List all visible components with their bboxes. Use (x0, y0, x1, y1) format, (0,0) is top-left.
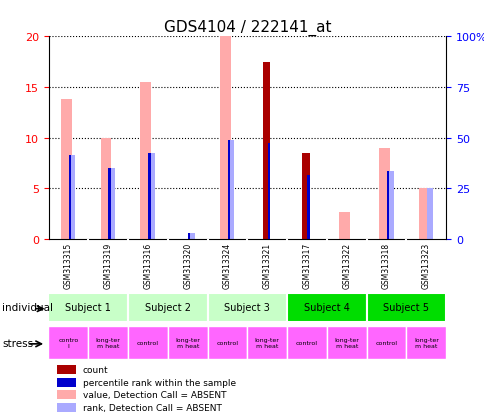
FancyBboxPatch shape (287, 293, 366, 323)
Text: value, Detection Call = ABSENT: value, Detection Call = ABSENT (82, 390, 226, 399)
Text: count: count (82, 366, 108, 374)
Bar (101, 138, 111, 240)
Bar (149, 154, 154, 240)
FancyBboxPatch shape (287, 326, 326, 359)
Bar (267, 143, 269, 240)
Title: GDS4104 / 222141_at: GDS4104 / 222141_at (163, 20, 331, 36)
Bar (140, 83, 151, 240)
Text: GSM313319: GSM313319 (104, 242, 112, 288)
Text: long-ter
m heat: long-ter m heat (175, 337, 200, 348)
Text: long-ter
m heat: long-ter m heat (333, 337, 359, 348)
Bar (220, 37, 230, 240)
Text: GSM313323: GSM313323 (421, 242, 430, 288)
FancyBboxPatch shape (128, 293, 207, 323)
Bar (57, 403, 76, 411)
Text: GSM313315: GSM313315 (64, 242, 73, 288)
FancyBboxPatch shape (326, 326, 366, 359)
Bar (302, 154, 310, 240)
Bar (109, 169, 115, 240)
FancyBboxPatch shape (207, 326, 247, 359)
Bar (386, 172, 388, 240)
Text: GSM313320: GSM313320 (183, 242, 192, 288)
Text: long-ter
m heat: long-ter m heat (413, 337, 438, 348)
Text: Subject 3: Subject 3 (224, 303, 270, 313)
Text: GSM313318: GSM313318 (381, 242, 390, 288)
Text: control: control (375, 340, 397, 345)
Text: Subject 5: Subject 5 (383, 303, 428, 313)
Bar (188, 233, 190, 240)
Text: individual: individual (2, 303, 53, 313)
Bar (61, 100, 72, 240)
FancyBboxPatch shape (88, 326, 128, 359)
Bar (148, 154, 150, 240)
Text: GSM313324: GSM313324 (223, 242, 231, 288)
Text: control: control (295, 340, 318, 345)
Bar (307, 176, 309, 240)
FancyBboxPatch shape (366, 326, 406, 359)
Text: Subject 2: Subject 2 (145, 303, 190, 313)
Bar (418, 189, 429, 240)
FancyBboxPatch shape (406, 326, 445, 359)
Bar (387, 172, 393, 240)
Text: GSM313317: GSM313317 (302, 242, 311, 288)
Text: control: control (136, 340, 159, 345)
Text: long-ter
m heat: long-ter m heat (95, 337, 121, 348)
Text: Subject 1: Subject 1 (65, 303, 111, 313)
Bar (57, 378, 76, 387)
Bar (426, 189, 432, 240)
FancyBboxPatch shape (167, 326, 207, 359)
Bar (69, 156, 75, 240)
Text: percentile rank within the sample: percentile rank within the sample (82, 378, 235, 387)
Text: rank, Detection Call = ABSENT: rank, Detection Call = ABSENT (82, 403, 221, 411)
Bar (262, 62, 270, 240)
Bar (227, 140, 229, 240)
Bar (188, 233, 194, 240)
FancyBboxPatch shape (48, 293, 128, 323)
FancyBboxPatch shape (207, 293, 287, 323)
Text: long-ter
m heat: long-ter m heat (254, 337, 279, 348)
Bar (69, 156, 71, 240)
Bar (339, 212, 349, 240)
Text: contro
l: contro l (58, 337, 78, 348)
Text: stress: stress (2, 338, 33, 348)
FancyBboxPatch shape (48, 326, 88, 359)
FancyBboxPatch shape (247, 326, 287, 359)
Text: GSM313321: GSM313321 (262, 242, 271, 288)
Bar (108, 169, 110, 240)
Bar (57, 390, 76, 399)
Text: Subject 4: Subject 4 (303, 303, 349, 313)
Text: GSM313322: GSM313322 (342, 242, 350, 288)
Bar (378, 149, 389, 240)
Text: control: control (216, 340, 238, 345)
Text: GSM313316: GSM313316 (143, 242, 152, 288)
Bar (57, 366, 76, 374)
FancyBboxPatch shape (128, 326, 167, 359)
Bar (228, 140, 234, 240)
FancyBboxPatch shape (366, 293, 445, 323)
